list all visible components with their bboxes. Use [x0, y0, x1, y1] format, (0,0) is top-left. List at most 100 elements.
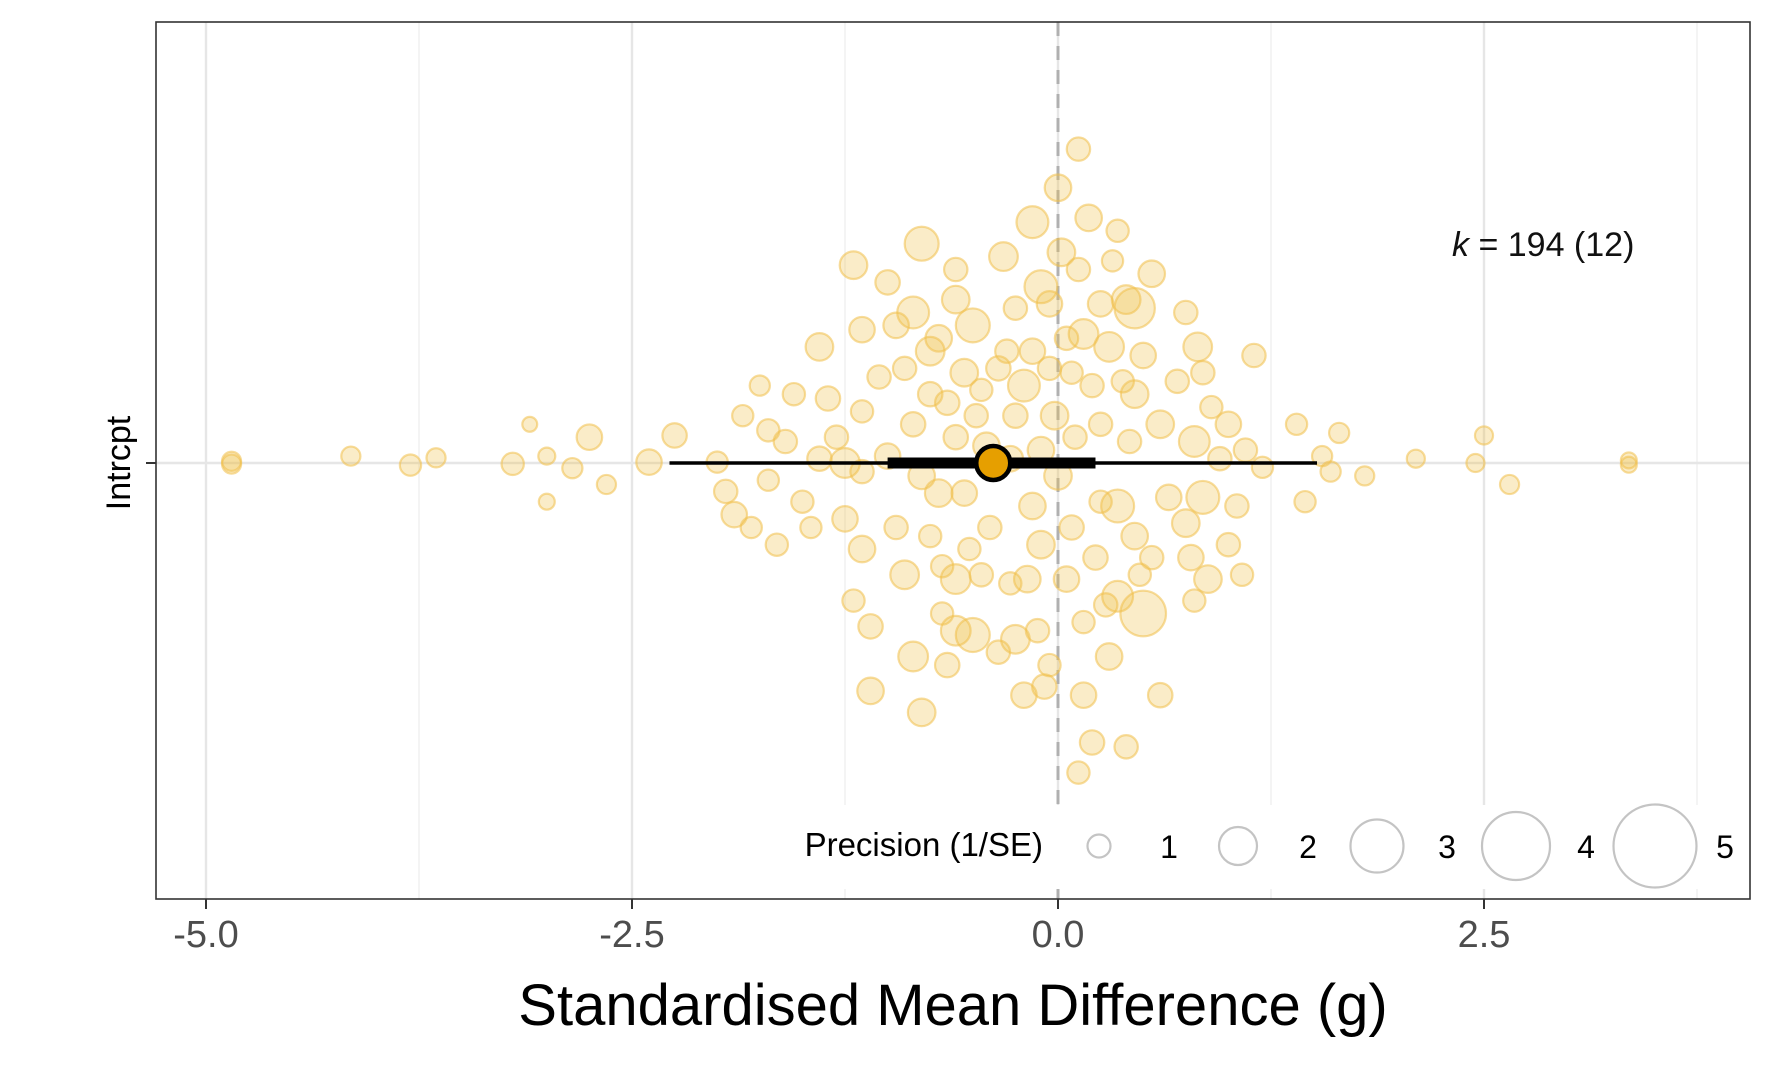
effect-size-point — [1018, 491, 1047, 521]
effect-size-point — [1113, 286, 1156, 330]
effect-size-point — [866, 364, 892, 390]
effect-size-point — [954, 616, 991, 654]
effect-size-point — [923, 478, 954, 509]
effect-size-point — [1193, 564, 1223, 594]
effect-size-point — [1062, 424, 1088, 450]
effect-size-point — [929, 553, 955, 579]
legend-entry-label: 5 — [1716, 829, 1734, 865]
overall-estimate-point — [973, 443, 1013, 483]
effect-size-point — [1164, 368, 1191, 395]
effect-size-point — [537, 446, 557, 466]
effect-size-point — [1052, 565, 1081, 593]
effect-size-point — [1185, 479, 1221, 515]
effect-size-point — [942, 423, 970, 451]
effect-size-point — [823, 424, 850, 450]
effect-size-point — [933, 651, 961, 679]
effect-size-point — [1182, 331, 1214, 363]
effect-size-point — [748, 374, 771, 397]
legend-background — [758, 805, 1748, 889]
effect-size-point — [1138, 544, 1165, 571]
effect-size-point — [1119, 379, 1150, 410]
effect-size-point — [954, 307, 991, 344]
effect-size-point — [1069, 681, 1098, 710]
effect-size-point — [1224, 493, 1250, 519]
effect-size-point — [838, 250, 869, 281]
effect-size-point — [933, 389, 961, 417]
effect-size-point — [891, 355, 918, 382]
effect-size-point — [1023, 269, 1059, 305]
effect-size-point — [940, 284, 971, 315]
effect-size-point — [1120, 521, 1150, 551]
effect-size-point — [1046, 237, 1077, 268]
effect-size-point — [799, 515, 823, 540]
effect-size-point — [781, 381, 807, 407]
effect-size-point — [998, 571, 1023, 596]
effect-size-point — [1079, 372, 1105, 399]
effect-size-point — [1129, 341, 1158, 370]
effect-size-point — [1012, 564, 1042, 594]
effect-size-point — [1199, 394, 1224, 420]
x-tick-label: 0.0 — [1032, 914, 1085, 956]
effect-size-point — [1119, 589, 1168, 638]
effect-size-point — [968, 562, 995, 588]
effect-size-point — [537, 492, 556, 511]
effect-size-point — [521, 415, 539, 433]
effect-size-point — [1145, 409, 1176, 440]
effect-size-point — [1241, 342, 1267, 369]
effect-size-point — [857, 613, 884, 640]
effect-size-point — [1059, 360, 1084, 385]
effect-size-point — [1354, 465, 1376, 487]
effect-size-point — [1066, 760, 1091, 785]
effect-size-point — [1284, 412, 1309, 437]
annotation-k-italic: k — [1452, 226, 1471, 264]
effect-size-point — [1465, 452, 1486, 474]
effect-size-point — [1039, 400, 1070, 431]
effect-size-point — [1086, 290, 1115, 318]
legend-key-circle — [1349, 818, 1405, 874]
effect-size-point — [1100, 488, 1136, 524]
effect-size-point — [957, 536, 982, 562]
effect-size-point — [1177, 425, 1211, 458]
effect-size-point — [1170, 508, 1201, 539]
effect-size-point — [903, 225, 940, 262]
effect-size-point — [1405, 448, 1426, 469]
effect-size-point — [661, 422, 688, 449]
effect-size-point — [831, 505, 859, 533]
effect-size-point — [883, 514, 909, 541]
effect-size-point — [1071, 609, 1096, 635]
effect-size-point — [917, 523, 943, 549]
effect-size-point — [906, 697, 937, 728]
effect-size-point — [398, 453, 423, 477]
effect-size-point — [1105, 218, 1130, 244]
legend-key-circle — [1612, 803, 1698, 889]
effect-size-point — [849, 458, 875, 485]
effect-size-point — [977, 514, 1003, 541]
effect-size-point — [942, 256, 969, 283]
effect-size-point — [500, 451, 525, 477]
effect-size-point — [575, 423, 604, 452]
x-tick-label: 2.5 — [1458, 914, 1511, 956]
effect-size-point — [994, 338, 1020, 364]
effect-size-point — [1036, 355, 1063, 382]
x-tick-label: -5.0 — [173, 914, 238, 956]
axis-layer: -5.0 -2.5 0.0 2.5 — [146, 462, 1511, 956]
effect-size-point — [1087, 411, 1114, 438]
x-axis-title: Standardised Mean Difference (g) — [518, 973, 1387, 1038]
effect-size-point — [772, 428, 799, 455]
effect-size-point — [1065, 136, 1092, 162]
plot-border — [155, 21, 1751, 900]
effect-size-point — [1035, 290, 1064, 318]
effect-size-point — [1173, 299, 1199, 326]
effect-size-point — [939, 563, 972, 596]
effect-size-point — [1177, 543, 1205, 572]
effect-size-point — [1067, 318, 1100, 350]
legend-key-circle — [1217, 825, 1259, 867]
effect-size-point — [1100, 249, 1125, 273]
points-layer — [220, 136, 1638, 785]
effect-size-point — [897, 640, 930, 673]
effect-size-point — [756, 468, 781, 492]
effect-size-point — [804, 332, 835, 362]
annotation-k-text: = 194 (12) — [1469, 226, 1634, 264]
effect-size-point — [1078, 729, 1106, 756]
